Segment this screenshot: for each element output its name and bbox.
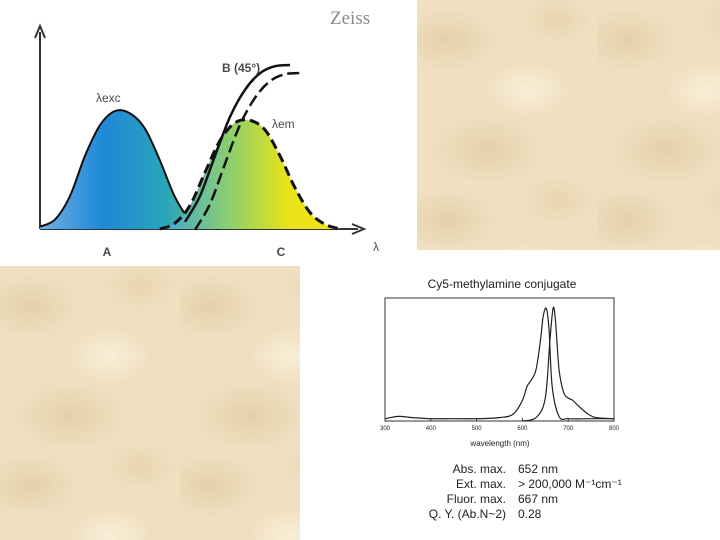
cy5-chart-title: Cy5-methylamine conjugate xyxy=(428,277,577,291)
property-value: 0.28 xyxy=(518,507,542,521)
y-axis-arrow xyxy=(34,23,46,39)
cy5-x-ticks: 300 400 500 600 700 800 xyxy=(380,418,620,432)
parchment-background-left xyxy=(0,266,300,540)
x-tick-label: 600 xyxy=(517,426,528,432)
x-tick-label: 700 xyxy=(563,426,574,432)
cy5-properties-table: Abs. max. 652 nm Ext. max. > 200,000 M⁻¹… xyxy=(390,462,622,522)
x-axis-label: λ xyxy=(373,240,379,254)
x-tick-label: 300 xyxy=(380,426,391,432)
beamsplitter-label: B (45°) xyxy=(222,61,260,75)
x-axis-arrow xyxy=(351,223,367,235)
parchment-background-right xyxy=(417,0,720,250)
tick-label-a: A xyxy=(103,245,112,259)
em-spectrum-line xyxy=(159,118,341,231)
property-row: Abs. max. 652 nm xyxy=(390,462,622,477)
property-row: Q. Y. (Ab.N~2) 0.28 xyxy=(390,507,622,522)
em-spectrum-area xyxy=(160,119,340,229)
tick-label-c: C xyxy=(277,245,286,259)
cy5-x-axis-label: wavelength (nm) xyxy=(469,439,529,448)
property-value: 667 nm xyxy=(518,492,559,506)
brand-label: Zeiss xyxy=(330,8,370,29)
cy5-plot-frame xyxy=(384,297,615,422)
property-row: Fluor. max. 667 nm xyxy=(390,492,622,507)
property-label: Ext. max. xyxy=(455,477,506,491)
property-label: Abs. max. xyxy=(452,462,506,476)
property-label: Fluor. max. xyxy=(446,492,506,506)
em-series-label: λem xyxy=(272,117,295,131)
property-label: Q. Y. (Ab.N~2) xyxy=(428,507,506,521)
absorbance-line xyxy=(384,307,614,421)
x-tick-label: 800 xyxy=(609,426,620,432)
x-tick-label: 500 xyxy=(472,426,483,432)
x-tick-label: 400 xyxy=(426,426,437,432)
exc-series-label: λexc xyxy=(96,91,121,105)
property-row: Ext. max. > 200,000 M⁻¹cm⁻¹ xyxy=(390,477,622,492)
property-value: 652 nm xyxy=(518,462,559,476)
property-value: > 200,000 M⁻¹cm⁻¹ xyxy=(518,477,622,491)
beamsplitter-curve xyxy=(183,63,291,223)
emission-line xyxy=(522,306,615,422)
